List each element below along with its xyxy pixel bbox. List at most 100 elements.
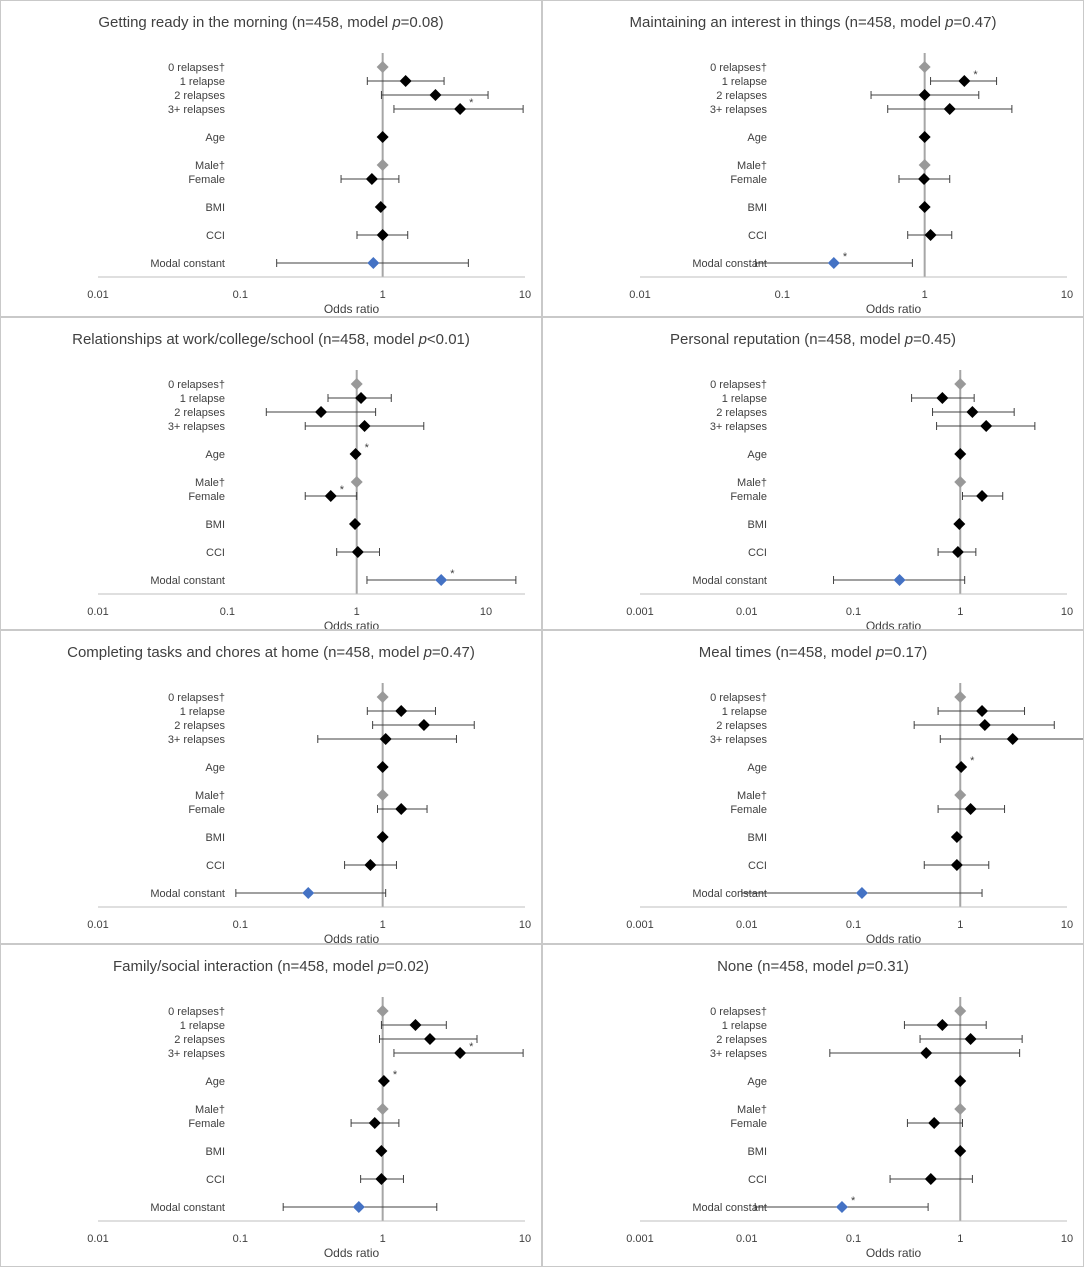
row-male: Male† [195, 789, 389, 802]
odds-ratio-marker [435, 574, 448, 586]
odds-ratio-marker [827, 257, 840, 269]
odds-ratio-marker [454, 1047, 467, 1059]
odds-ratio-marker [376, 1005, 389, 1017]
row-cci: CCI [748, 229, 953, 242]
x-tick-label: 0.1 [775, 289, 790, 301]
significance-asterisk: * [393, 1069, 398, 1081]
row-bmi: BMI [205, 831, 389, 844]
odds-ratio-marker [918, 89, 931, 101]
row-label: 3+ relapses [710, 104, 768, 116]
odds-ratio-marker [950, 831, 963, 843]
row-0-relapses: 0 relapses† [710, 61, 931, 74]
row-label: Age [205, 132, 225, 144]
odds-ratio-marker [918, 131, 931, 143]
row-label: BMI [747, 832, 767, 844]
row-0-relapses: 0 relapses† [168, 61, 389, 74]
row-modal-constant: Modal constant [692, 574, 966, 587]
row-3-relapses: 3+ relapses * [168, 97, 524, 116]
odds-ratio-marker [454, 103, 467, 115]
odds-ratio-marker [358, 420, 371, 432]
odds-ratio-marker [355, 392, 368, 404]
forest-plot-svg: Personal reputation (n=458, model p=0.45… [626, 331, 1073, 629]
row-1-relapse: 1 relapse [722, 392, 975, 405]
chart-title-prefix: Meal times (n=458, model [699, 644, 876, 661]
odds-ratio-marker [918, 173, 931, 185]
row-label: 1 relapse [180, 1020, 225, 1032]
chart-title-suffix: =0.17) [884, 644, 927, 661]
chart-title: Completing tasks and chores at home (n=4… [67, 644, 475, 661]
odds-ratio-marker [423, 1033, 436, 1045]
row-label: Female [730, 1118, 767, 1130]
odds-ratio-marker [835, 1201, 848, 1213]
row-male: Male† [737, 476, 967, 489]
x-tick-label: 0.01 [87, 606, 108, 618]
row-label: Male† [195, 160, 225, 172]
chart-title-p: p [904, 331, 913, 348]
row-modal-constant: Modal constant * [150, 568, 517, 587]
x-tick-label: 0.1 [846, 919, 861, 931]
row-label: 0 relapses† [710, 62, 767, 74]
odds-ratio-marker [954, 1075, 967, 1087]
odds-ratio-marker [352, 1201, 365, 1213]
chart-title: Relationships at work/college/school (n=… [72, 331, 470, 348]
odds-ratio-marker [324, 490, 337, 502]
row-label: CCI [748, 547, 767, 559]
panel-relationships-work: Relationships at work/college/school (n=… [0, 317, 542, 630]
panel-getting-ready: Getting ready in the morning (n=458, mod… [0, 0, 542, 317]
x-tick-label: 0.1 [846, 1233, 861, 1245]
odds-ratio-marker [364, 859, 377, 871]
row-label: Male† [737, 790, 767, 802]
panel-completing-tasks: Completing tasks and chores at home (n=4… [0, 630, 542, 944]
x-axis-title: Odds ratio [324, 302, 380, 316]
x-tick-label: 0.1 [233, 919, 248, 931]
odds-ratio-marker [376, 789, 389, 801]
row-cci: CCI [748, 546, 977, 559]
row-age: Age [205, 131, 389, 144]
x-axis-title: Odds ratio [324, 932, 380, 943]
significance-asterisk: * [973, 69, 978, 81]
row-male: Male† [737, 159, 931, 172]
row-1-relapse: 1 relapse [180, 1019, 447, 1032]
odds-ratio-marker [954, 1145, 967, 1157]
chart-title-suffix: =0.47) [432, 644, 475, 661]
x-tick-label: 1 [957, 919, 963, 931]
row-3-relapses: 3+ relapses [710, 420, 1036, 433]
row-label: Female [730, 491, 767, 503]
row-modal-constant: Modal constant [692, 887, 983, 900]
odds-ratio-marker [417, 719, 430, 731]
row-label: CCI [748, 230, 767, 242]
odds-ratio-marker [924, 1173, 937, 1185]
odds-ratio-marker [349, 448, 362, 460]
odds-ratio-marker [429, 89, 442, 101]
odds-ratio-marker [855, 887, 868, 899]
odds-ratio-marker [954, 789, 967, 801]
odds-ratio-marker [936, 392, 949, 404]
row-female: Female [188, 173, 400, 186]
row-label: 1 relapse [180, 393, 225, 405]
row-label: CCI [206, 1174, 225, 1186]
significance-asterisk: * [970, 755, 975, 767]
row-label: 0 relapses† [710, 1006, 767, 1018]
odds-ratio-marker [964, 803, 977, 815]
chart-title-p: p [423, 644, 432, 661]
row-label: 1 relapse [180, 76, 225, 88]
x-tick-label: 0.1 [846, 606, 861, 618]
odds-ratio-marker [978, 719, 991, 731]
odds-ratio-marker [958, 75, 971, 87]
row-1-relapse: 1 relapse * [722, 69, 998, 88]
row-label: 2 relapses [716, 720, 767, 732]
row-label: BMI [205, 1146, 225, 1158]
x-tick-label: 0.01 [736, 1233, 757, 1245]
row-label: BMI [747, 1146, 767, 1158]
significance-asterisk: * [469, 1041, 474, 1053]
x-axis-title: Odds ratio [866, 302, 922, 316]
row-label: Male† [737, 1104, 767, 1116]
odds-ratio-marker [966, 406, 979, 418]
odds-ratio-marker [980, 420, 993, 432]
odds-ratio-marker [375, 1173, 388, 1185]
odds-ratio-marker [399, 75, 412, 87]
x-tick-label: 10 [1061, 606, 1073, 618]
row-label: Age [747, 1076, 767, 1088]
odds-ratio-marker [376, 831, 389, 843]
x-tick-label: 1 [354, 606, 360, 618]
